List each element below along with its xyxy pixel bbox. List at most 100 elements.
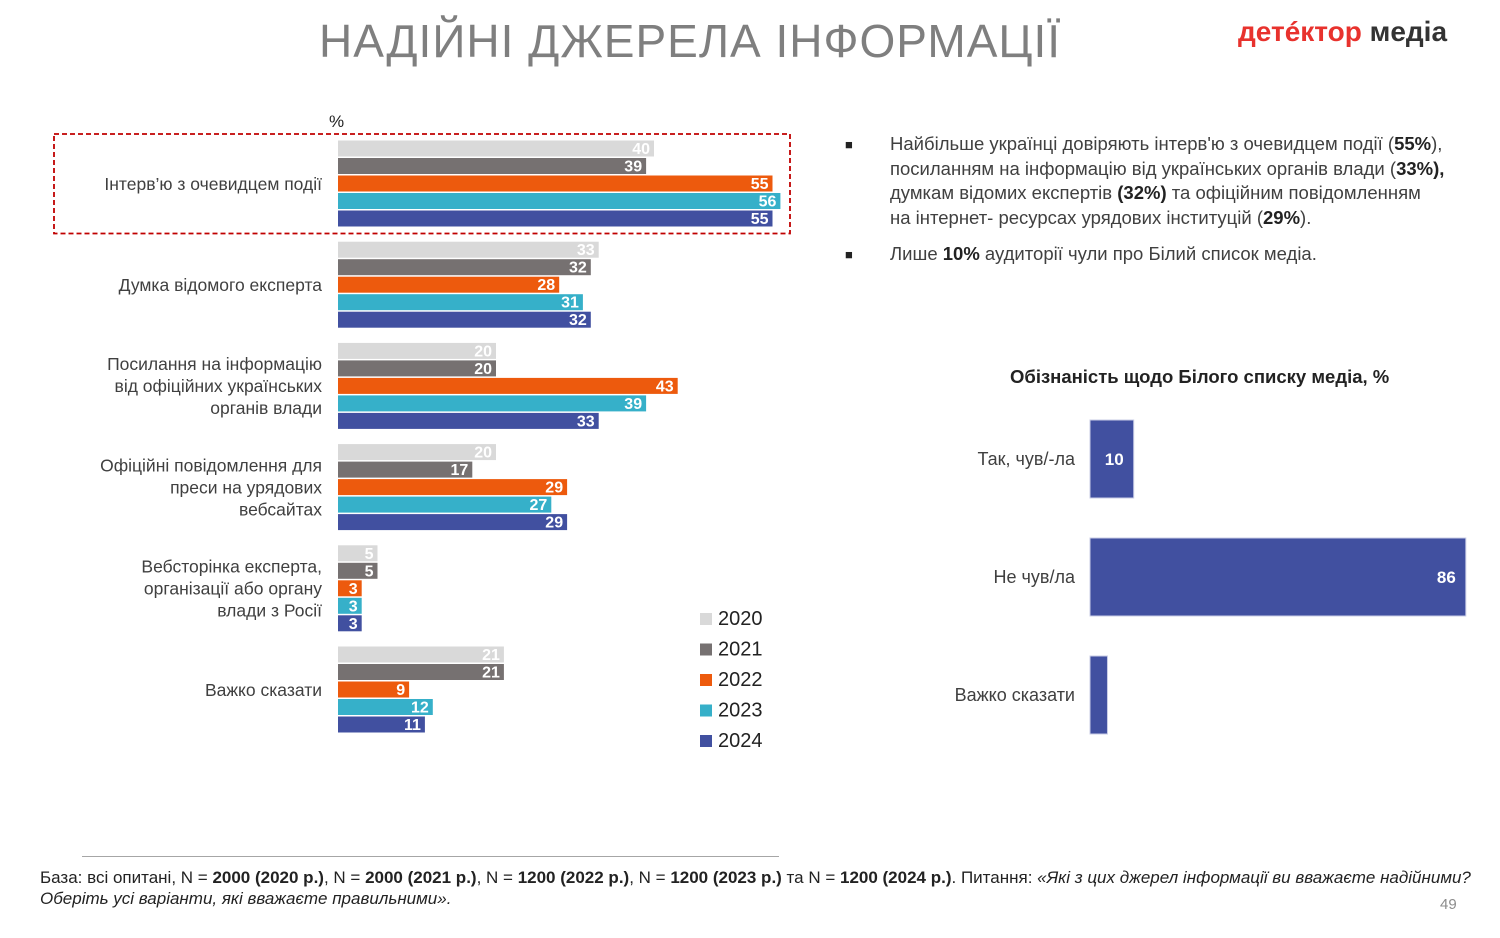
- category-label: органів влади: [210, 398, 322, 418]
- data-label: 20: [474, 445, 492, 462]
- category-label: Посилання на інформацію: [107, 354, 322, 374]
- data-label: 39: [624, 396, 642, 413]
- bar-2020: [338, 646, 504, 663]
- data-label: 33: [577, 242, 595, 259]
- category-label: Вебсторінка експерта,: [141, 557, 322, 577]
- legend-swatch-2021: [700, 643, 712, 656]
- bar-2024: [338, 716, 425, 733]
- category-label: від офіційних українських: [115, 376, 323, 396]
- category-label: вебсайтах: [239, 499, 322, 519]
- bar-2023: [338, 699, 433, 715]
- bar-2022: [338, 276, 560, 293]
- data-label: 31: [561, 295, 579, 312]
- data-label: 32: [569, 312, 587, 329]
- bar-2023: [338, 597, 362, 614]
- bar-2023: [338, 193, 781, 209]
- data-label: 20: [474, 361, 492, 378]
- data-label: 21: [482, 665, 500, 682]
- bar-2024: [338, 514, 568, 531]
- awareness-category-label: Важко сказати: [955, 685, 1075, 705]
- legend-swatch-2022: [700, 674, 712, 686]
- awareness-data-label: 4: [1109, 686, 1119, 705]
- bullet-marker: ■: [845, 137, 853, 152]
- data-label: 17: [451, 462, 469, 479]
- white-list-chart-title: Обізнаність щодо Білого списку медіа, %: [1010, 366, 1390, 387]
- logo-word-detector: детéктор: [1238, 16, 1362, 47]
- bar-2020: [338, 444, 496, 461]
- category-label: організації або органу: [144, 579, 322, 599]
- key-findings-list: ■ Найбільше українці довіряють інтерв'ю з…: [845, 132, 1445, 279]
- footnote: База: всі опитані, N = 2000 (2020 р.), N…: [40, 868, 1471, 908]
- bar-2023: [338, 496, 552, 513]
- data-label: 28: [537, 277, 555, 294]
- data-label: 3: [349, 581, 358, 598]
- footer-divider: [82, 856, 779, 857]
- data-label: 33: [577, 413, 595, 430]
- data-label: 29: [545, 515, 563, 532]
- data-label: 29: [545, 480, 563, 497]
- white-list-awareness-chart: Так, чув/-ла 10 Не чув/ла 86 Важко сказати 4: [955, 419, 1467, 735]
- bar-2024: [338, 210, 773, 227]
- awareness-category-label: Не чув/ла: [994, 567, 1076, 587]
- awareness-bar: [1089, 419, 1135, 499]
- trusted-sources-chart: %Інтерв’ю з очевидцем події4039555655Дум…: [53, 112, 791, 752]
- bar-2021: [338, 664, 504, 680]
- bar-2020: [338, 241, 599, 258]
- bar-2022: [338, 580, 362, 597]
- legend-swatch-2020: [700, 613, 712, 625]
- awareness-category-label: Так, чув/-ла: [977, 449, 1076, 469]
- data-label: 5: [365, 546, 374, 563]
- logo-word-media: медіа: [1369, 16, 1448, 47]
- bar-2021: [338, 562, 378, 579]
- data-label: 5: [365, 563, 374, 580]
- bar-2020: [338, 140, 654, 157]
- legend-label-2023: 2023: [718, 700, 763, 722]
- bullet-item: ■ Найбільше українці довіряють інтерв'ю з…: [845, 133, 1445, 228]
- data-label: 56: [759, 194, 777, 211]
- bullet-item: ■ Лише 10% аудиторії чули про Білий списо…: [845, 242, 1445, 267]
- brand-logo: детéктор медіа: [1238, 16, 1447, 48]
- legend-label-2022: 2022: [718, 669, 763, 691]
- data-label: 40: [632, 141, 650, 158]
- bar-2024: [338, 615, 362, 632]
- bar-2023: [338, 294, 583, 311]
- bar-2024: [338, 412, 599, 429]
- awareness-bar: [1089, 655, 1108, 735]
- bar-2021: [338, 461, 473, 478]
- data-label: 11: [404, 717, 421, 734]
- data-label: 55: [751, 211, 769, 228]
- bar-2021: [338, 259, 591, 276]
- bar-2024: [338, 311, 591, 328]
- data-label: 12: [411, 700, 429, 717]
- data-label: 20: [474, 343, 492, 360]
- data-label: 27: [530, 497, 548, 514]
- bar-2022: [338, 479, 568, 496]
- category-label: Офіційні повідомлення для: [100, 455, 322, 475]
- bullet-marker: ■: [845, 247, 853, 262]
- bar-2022: [338, 175, 773, 192]
- awareness-data-label: 86: [1437, 568, 1456, 587]
- page-title: НАДІЙНІ ДЖЕРЕЛА ІНФОРМАЦІЇ: [318, 15, 1062, 67]
- bar-2023: [338, 395, 647, 412]
- category-label: Думка відомого експерта: [119, 275, 323, 295]
- highlight-box: [53, 133, 791, 235]
- bar-2021: [338, 158, 647, 174]
- data-label: 21: [482, 647, 500, 664]
- legend-label-2021: 2021: [718, 639, 763, 661]
- category-label: влади з Росії: [217, 601, 322, 621]
- bar-2020: [338, 545, 378, 562]
- category-label: Інтерв’ю з очевидцем події: [104, 174, 322, 194]
- legend-label-2024: 2024: [718, 730, 763, 752]
- data-label: 55: [751, 176, 769, 193]
- data-label: 9: [396, 682, 405, 699]
- category-label: Важко сказати: [205, 680, 322, 700]
- awareness-data-label: 10: [1105, 450, 1124, 469]
- data-label: 43: [656, 378, 674, 395]
- page-number: 49: [1440, 896, 1457, 913]
- legend-label-2020: 2020: [718, 608, 763, 630]
- data-label: 32: [569, 260, 587, 277]
- data-label: 3: [349, 598, 358, 615]
- category-label: преси на урядових: [170, 477, 322, 497]
- bar-2020: [338, 342, 496, 359]
- legend-swatch-2023: [700, 704, 712, 717]
